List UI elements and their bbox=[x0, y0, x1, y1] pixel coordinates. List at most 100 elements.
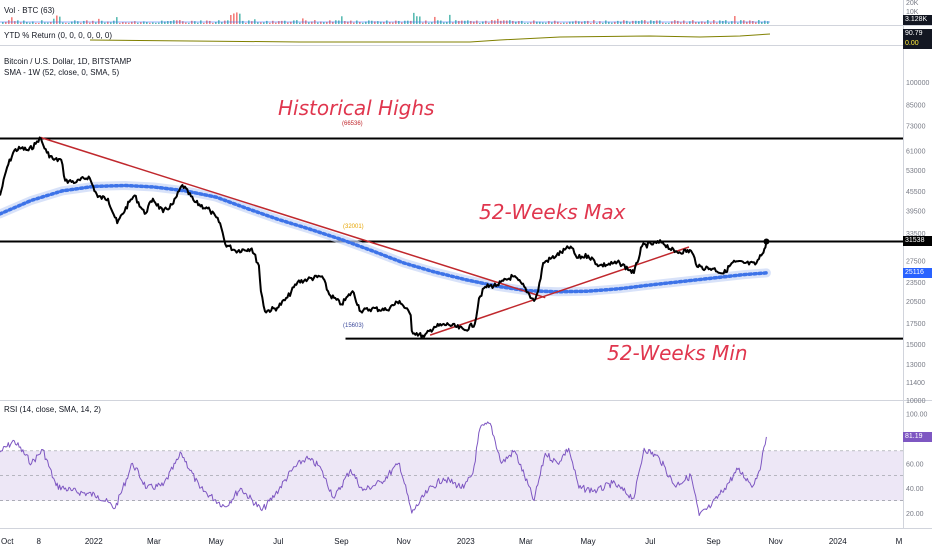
volume-bar bbox=[332, 21, 334, 24]
volume-bar bbox=[230, 14, 232, 24]
volume-bar bbox=[488, 22, 490, 24]
volume-bar bbox=[686, 22, 688, 24]
historical-highs-annotation[interactable]: Historical Highs bbox=[278, 96, 435, 120]
ytd-legend[interactable]: YTD % Return (0, 0, 0, 0, 0, 0) bbox=[4, 31, 113, 40]
price-axis[interactable]: 100000 85000 73000 61000 53000 45500 39500 3350… bbox=[906, 80, 929, 518]
volume-bar bbox=[89, 22, 91, 24]
volume-bar bbox=[458, 20, 460, 24]
rsi-line bbox=[0, 421, 767, 516]
volume-bar bbox=[728, 22, 730, 24]
volume-bar bbox=[497, 18, 499, 24]
volume-bar bbox=[638, 20, 640, 24]
sma-line bbox=[0, 183, 769, 294]
volume-bar bbox=[380, 21, 382, 24]
volume-bar bbox=[569, 21, 571, 24]
volume-bar bbox=[518, 21, 520, 24]
time-axis[interactable]: Oct 8 2022 Mar May Jul Sep Nov 2023 Mar May Jul Sep N… bbox=[1, 537, 903, 546]
volume-bar bbox=[245, 22, 247, 24]
trendline bbox=[40, 136, 546, 299]
ytd-value-badge: 90.79 bbox=[903, 29, 932, 39]
volume-bar bbox=[479, 22, 481, 24]
volume-bar bbox=[470, 20, 472, 24]
volume-bar bbox=[98, 18, 100, 24]
volume-bar bbox=[113, 20, 115, 24]
max-level-marker: (32001) bbox=[343, 224, 364, 230]
volume-bar bbox=[194, 21, 196, 24]
weeks-max-annotation[interactable]: 52-Weeks Max bbox=[479, 200, 626, 224]
volume-bar bbox=[398, 20, 400, 24]
volume-bar bbox=[251, 21, 253, 24]
volume-bar bbox=[47, 22, 49, 24]
volume-bar bbox=[671, 21, 673, 24]
ytd-zero-badge: 0.00 bbox=[903, 39, 932, 49]
last-price-dot bbox=[763, 238, 770, 245]
volume-legend[interactable]: Vol · BTC (63) bbox=[4, 6, 55, 15]
volume-bar bbox=[158, 22, 160, 24]
volume-bar bbox=[695, 22, 697, 24]
volume-bar bbox=[125, 22, 127, 24]
volume-bar bbox=[428, 22, 430, 24]
volume-bar bbox=[392, 22, 394, 24]
volume-bar bbox=[521, 20, 523, 24]
volume-bar bbox=[266, 20, 268, 24]
volume-bar bbox=[626, 20, 628, 24]
volume-bar bbox=[152, 22, 154, 24]
sma-legend[interactable]: SMA - 1W (52, close, 0, SMA, 5) bbox=[4, 68, 120, 77]
volume-bar bbox=[554, 20, 556, 24]
volume-bar bbox=[704, 22, 706, 24]
volume-bar bbox=[359, 21, 361, 24]
volume-bar bbox=[404, 20, 406, 24]
volume-bar bbox=[347, 21, 349, 24]
volume-bar bbox=[737, 22, 739, 24]
volume-bar bbox=[716, 22, 718, 24]
symbol-legend[interactable]: Bitcoin / U.S. Dollar, 1D, BITSTAMP bbox=[4, 57, 132, 66]
volume-bar bbox=[731, 21, 733, 24]
volume-bar bbox=[299, 22, 301, 24]
volume-bar bbox=[26, 21, 28, 24]
volume-bar bbox=[446, 21, 448, 24]
price-axis-tick: 20500 bbox=[906, 299, 926, 306]
price-axis-tick: 17500 bbox=[906, 321, 926, 328]
volume-bar bbox=[452, 22, 454, 24]
volume-bar bbox=[722, 20, 724, 24]
volume-bar bbox=[317, 22, 319, 24]
volume-bar bbox=[482, 21, 484, 24]
volume-bar bbox=[689, 21, 691, 24]
volume-bar bbox=[515, 21, 517, 24]
volume-bar bbox=[557, 21, 559, 24]
time-axis-tick: Nov bbox=[396, 537, 410, 546]
rsi-axis-tick: 100.00 bbox=[906, 411, 928, 418]
volume-bar bbox=[620, 21, 622, 24]
volume-bar bbox=[410, 20, 412, 24]
volume-bar bbox=[239, 13, 241, 24]
volume-bar bbox=[602, 22, 604, 24]
rsi-legend[interactable]: RSI (14, close, SMA, 14, 2) bbox=[4, 405, 101, 414]
trendline bbox=[429, 246, 690, 336]
volume-bar bbox=[212, 22, 214, 24]
volume-bar bbox=[269, 22, 271, 24]
volume-bar bbox=[632, 20, 634, 24]
volume-bar bbox=[647, 22, 649, 24]
time-axis-tick: M bbox=[896, 537, 903, 546]
volume-bar bbox=[587, 20, 589, 24]
volume-bar bbox=[14, 21, 16, 24]
volume-bar bbox=[242, 20, 244, 24]
volume-bar bbox=[374, 21, 376, 24]
price-axis-tick: 100000 bbox=[906, 80, 929, 87]
volume-bar bbox=[434, 16, 436, 24]
volume-bar bbox=[551, 22, 553, 24]
volume-bar bbox=[68, 22, 70, 24]
volume-bar bbox=[677, 20, 679, 24]
volume-bar bbox=[389, 22, 391, 24]
volume-bar bbox=[362, 22, 364, 24]
volume-bar bbox=[353, 22, 355, 24]
volume-bar bbox=[416, 16, 418, 24]
volume-bar bbox=[116, 17, 118, 24]
volume-bar bbox=[581, 21, 583, 24]
volume-axis-tick: 10K bbox=[906, 9, 919, 16]
weeks-min-annotation[interactable]: 52-Weeks Min bbox=[607, 341, 748, 365]
time-axis-tick: Jul bbox=[273, 537, 283, 546]
volume-bar bbox=[272, 20, 274, 24]
min-level-marker: (15603) bbox=[343, 323, 364, 329]
